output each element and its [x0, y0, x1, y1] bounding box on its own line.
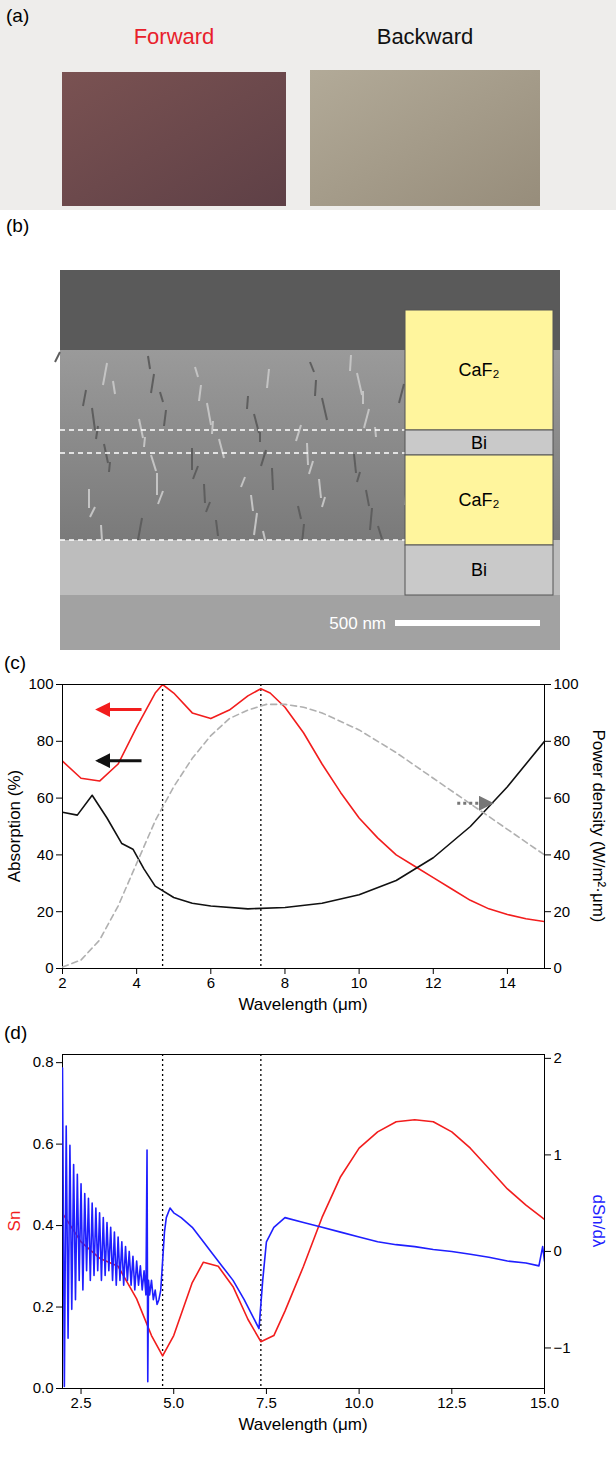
svg-text:Absorption (%): Absorption (%) [5, 770, 24, 882]
svg-text:0.4: 0.4 [33, 1216, 54, 1233]
svg-text:2.5: 2.5 [71, 1394, 92, 1411]
svg-text:Wavelength (μm): Wavelength (μm) [238, 1415, 367, 1434]
svg-text:Wavelength (μm): Wavelength (μm) [238, 995, 367, 1014]
svg-text:Backward: Backward [377, 24, 474, 49]
svg-text:8: 8 [281, 974, 289, 991]
svg-text:0: 0 [45, 959, 53, 976]
svg-text:20: 20 [37, 903, 54, 920]
html-text:(d): (d) [4, 1022, 28, 1043]
html-text:(c): (c) [4, 652, 27, 673]
svg-text:100: 100 [554, 675, 579, 692]
svg-text:0: 0 [554, 959, 562, 976]
svg-text:80: 80 [554, 732, 571, 749]
svg-text:Bi: Bi [471, 560, 487, 580]
svg-text:Sn: Sn [5, 1211, 24, 1232]
svg-text:CaF₂: CaF₂ [459, 360, 500, 380]
svg-text:80: 80 [37, 732, 54, 749]
svg-text:12.5: 12.5 [437, 1394, 466, 1411]
svg-text:12: 12 [425, 974, 442, 991]
svg-text:7.5: 7.5 [256, 1394, 277, 1411]
svg-text:40: 40 [37, 846, 54, 863]
svg-text:100: 100 [28, 675, 53, 692]
svg-text:20: 20 [554, 903, 571, 920]
svg-text:(a): (a) [6, 5, 29, 26]
svg-text:10.0: 10.0 [345, 1394, 374, 1411]
svg-text:0.8: 0.8 [33, 1053, 54, 1070]
svg-text:10: 10 [351, 974, 368, 991]
svg-text:6: 6 [207, 974, 215, 991]
svg-text:Forward: Forward [134, 24, 215, 49]
svg-text:40: 40 [554, 846, 571, 863]
svg-text:60: 60 [37, 789, 54, 806]
svg-text:0.2: 0.2 [33, 1298, 54, 1315]
svg-text:Power density (W/m²·μm): Power density (W/m²·μm) [589, 729, 608, 922]
svg-text:(b): (b) [6, 215, 29, 236]
svg-text:1: 1 [554, 1146, 562, 1163]
svg-text:0: 0 [554, 1242, 562, 1259]
svg-text:500 nm: 500 nm [329, 614, 386, 633]
svg-text:dSn/dλ: dSn/dλ [589, 1195, 608, 1248]
svg-text:0.6: 0.6 [33, 1135, 54, 1152]
svg-text:CaF₂: CaF₂ [459, 490, 500, 510]
svg-text:0.0: 0.0 [33, 1379, 54, 1396]
svg-text:60: 60 [554, 789, 571, 806]
svg-text:2: 2 [58, 974, 66, 991]
svg-text:15.0: 15.0 [530, 1394, 559, 1411]
svg-text:2: 2 [554, 1049, 562, 1066]
svg-text:4: 4 [132, 974, 140, 991]
svg-text:14: 14 [499, 974, 516, 991]
svg-text:Bi: Bi [471, 433, 487, 453]
svg-text:−1: −1 [554, 1339, 571, 1356]
svg-text:5.0: 5.0 [163, 1394, 184, 1411]
